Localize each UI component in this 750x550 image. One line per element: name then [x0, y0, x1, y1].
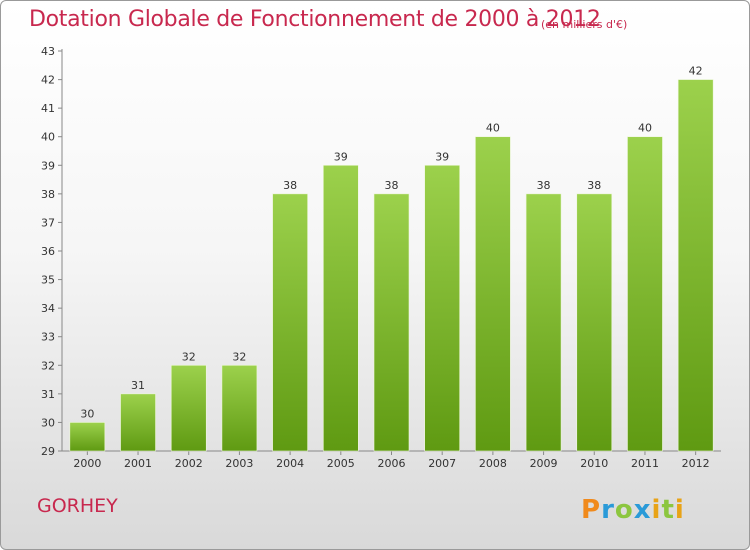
chart-title: Dotation Globale de Fonctionnement de 20… — [29, 7, 601, 32]
y-tick-label: 37 — [41, 216, 55, 229]
bar — [170, 364, 207, 452]
x-tick-label: 2008 — [479, 457, 507, 470]
chart-axes: 29 30 31 32 33 34 35 36 37 38 39 40 41 42 43 2000 2001 20… — [41, 45, 721, 470]
bar — [576, 193, 613, 452]
chart-subtitle: (en milliers d'€) — [541, 18, 628, 31]
proxiti-logo: Proxiti — [579, 489, 691, 525]
logo-letter: x — [634, 495, 652, 525]
bar-value-label: 39 — [334, 150, 348, 163]
y-tick-label: 38 — [41, 188, 55, 201]
bar — [475, 136, 511, 452]
x-tick-label: 2005 — [327, 457, 355, 470]
bar — [69, 422, 106, 452]
value-label-group: 30 31 32 32 38 39 38 39 40 38 38 40 42 — [80, 65, 702, 421]
y-tick-label: 30 — [41, 416, 55, 429]
x-tick-label: 2010 — [580, 457, 608, 470]
x-tick-label: 2006 — [378, 457, 406, 470]
bar-value-label: 32 — [232, 350, 246, 363]
bar-value-label: 38 — [587, 179, 601, 192]
commune-name: GORHEY — [37, 495, 118, 517]
bar-value-label: 38 — [283, 179, 297, 192]
bar — [221, 364, 258, 452]
bar — [424, 164, 460, 452]
y-tick-label: 40 — [41, 131, 55, 144]
x-tick-label: 2012 — [682, 457, 710, 470]
bar-value-label: 31 — [131, 379, 145, 392]
bar — [373, 193, 410, 452]
bar-value-label: 40 — [486, 122, 500, 135]
bar-value-label: 42 — [689, 65, 703, 78]
bar-value-label: 39 — [435, 150, 449, 163]
x-tick-label: 2007 — [428, 457, 456, 470]
x-tick-label: 2003 — [225, 457, 253, 470]
y-tick-label: 39 — [41, 159, 55, 172]
y-tick-label: 31 — [41, 388, 55, 401]
logo-letter: i — [652, 495, 662, 525]
y-tick-label: 34 — [41, 302, 55, 315]
bar — [677, 79, 714, 452]
x-tick-label: 2009 — [530, 457, 558, 470]
y-tick-label: 41 — [41, 102, 55, 115]
logo-letter: r — [601, 495, 615, 525]
bar-value-label: 30 — [80, 407, 94, 420]
y-tick-label: 42 — [41, 74, 55, 87]
bar — [272, 193, 308, 452]
logo-letter: i — [675, 495, 685, 525]
bar-group — [69, 79, 714, 452]
x-tick-label: 2000 — [73, 457, 101, 470]
y-tick-label: 35 — [41, 274, 55, 287]
bar — [323, 164, 359, 452]
y-tick-label: 43 — [41, 45, 55, 58]
bar-value-label: 38 — [537, 179, 551, 192]
bar — [120, 393, 156, 452]
x-tick-label: 2001 — [124, 457, 152, 470]
logo-letter: o — [615, 495, 634, 525]
y-tick-label: 33 — [41, 331, 55, 344]
y-tick-label: 29 — [41, 445, 55, 458]
y-tick-label: 32 — [41, 359, 55, 372]
x-tick-label: 2002 — [175, 457, 203, 470]
bar-value-label: 38 — [385, 179, 399, 192]
x-tick-label: 2011 — [631, 457, 659, 470]
y-tick-label: 36 — [41, 245, 55, 258]
bar — [627, 136, 663, 452]
logo-letter: t — [661, 495, 674, 525]
svg-text:Proxiti: Proxiti — [581, 495, 685, 525]
bar-value-label: 40 — [638, 122, 652, 135]
x-tick-label: 2004 — [276, 457, 304, 470]
bar-value-label: 32 — [182, 350, 196, 363]
logo-letter: P — [581, 495, 601, 525]
bar — [525, 193, 562, 452]
